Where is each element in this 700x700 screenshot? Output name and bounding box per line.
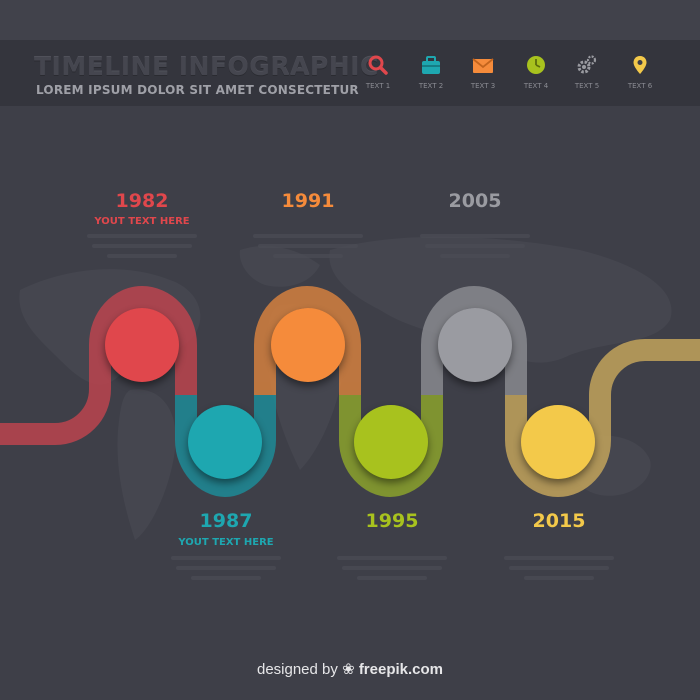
icon-label-1: TEXT 1 <box>365 82 391 90</box>
year-1987: 1987 <box>199 510 253 532</box>
search-icon <box>368 55 388 75</box>
placeholder-text-1991 <box>248 234 368 264</box>
icon-item-5[interactable]: TEXT 5 <box>567 54 607 90</box>
milestone-subtitle-1987: YOUT TEXT HERE <box>178 537 274 548</box>
track-segment-6 <box>505 339 700 497</box>
milestone-circle-1995 <box>354 405 428 479</box>
icon-label-4: TEXT 4 <box>523 82 549 90</box>
envelope-icon <box>472 58 494 73</box>
milestone-circle-1987 <box>188 405 262 479</box>
track-segment-4 <box>339 395 443 497</box>
milestone-subtitle-1982: YOUT TEXT HERE <box>94 216 190 227</box>
gears-icon <box>577 55 597 74</box>
brand-name[interactable]: freepik.com <box>358 661 444 678</box>
placeholder-text-2015 <box>499 556 619 586</box>
briefcase-icon <box>422 56 440 74</box>
freepik-logo-icon: ❀ <box>342 661 355 678</box>
header-banner: TIMELINE INFOGRAPHIC LOREM IPSUM DOLOR S… <box>0 40 700 106</box>
placeholder-text-1995 <box>332 556 452 586</box>
footer-credit: designed by ❀ freepik.com <box>0 660 700 678</box>
track-segment-2 <box>175 395 276 497</box>
track-segment-5 <box>421 286 527 395</box>
icon-item-4[interactable]: TEXT 4 <box>516 54 556 90</box>
page-title: TIMELINE INFOGRAPHIC <box>34 52 379 81</box>
milestone-circle-1991 <box>271 308 345 382</box>
track-segment-1 <box>0 286 197 445</box>
year-1995: 1995 <box>365 510 419 532</box>
page-subtitle: LOREM IPSUM DOLOR SIT AMET CONSECTETUR <box>36 83 359 97</box>
icon-item-6[interactable]: TEXT 6 <box>620 54 660 90</box>
placeholder-text-2005 <box>415 234 535 264</box>
year-2005: 2005 <box>448 190 502 212</box>
icon-label-5: TEXT 5 <box>574 82 600 90</box>
icon-item-3[interactable]: TEXT 3 <box>463 54 503 90</box>
milestone-circle-2005 <box>438 308 512 382</box>
year-1982: 1982 <box>115 190 169 212</box>
icon-item-1[interactable]: TEXT 1 <box>358 54 398 90</box>
clock-icon <box>527 56 545 74</box>
year-2015: 2015 <box>532 510 586 532</box>
track-segment-3 <box>254 286 361 395</box>
icon-item-2[interactable]: TEXT 2 <box>411 54 451 90</box>
designed-by-text: designed by <box>256 661 338 678</box>
placeholder-text-1987 <box>166 556 286 586</box>
year-1991: 1991 <box>281 190 335 212</box>
placeholder-text-1982 <box>82 234 202 264</box>
icon-label-2: TEXT 2 <box>418 82 444 90</box>
map-pin-icon <box>633 56 647 74</box>
icon-label-3: TEXT 3 <box>470 82 496 90</box>
top-strip <box>0 0 700 40</box>
icon-label-6: TEXT 6 <box>627 82 653 90</box>
milestone-circle-1982 <box>105 308 179 382</box>
milestone-circle-2015 <box>521 405 595 479</box>
